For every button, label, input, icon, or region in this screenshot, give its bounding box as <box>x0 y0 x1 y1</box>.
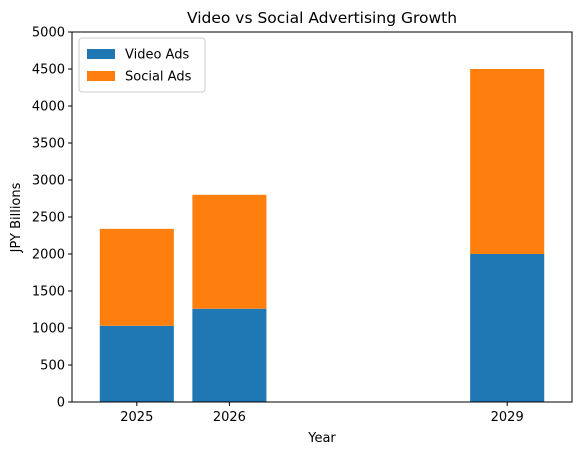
bar-video-ads-2025 <box>100 326 174 402</box>
y-tick-label: 1500 <box>32 285 65 300</box>
y-tick-label: 2000 <box>32 248 65 263</box>
x-tick-label: 2025 <box>120 410 153 425</box>
legend: Video Ads Social Ads <box>79 38 205 92</box>
legend-label-video-ads: Video Ads <box>125 48 189 63</box>
y-tick-label: 0 <box>57 396 65 411</box>
bar-video-ads-2026 <box>192 309 266 402</box>
bar-social-ads-2025 <box>100 229 174 326</box>
y-tick-label: 1000 <box>32 322 65 337</box>
x-tick-label: 2026 <box>213 410 246 425</box>
x-axis-label: Year <box>307 431 336 446</box>
chart-title: Video vs Social Advertising Growth <box>187 9 457 27</box>
legend-swatch-social-ads <box>87 71 115 81</box>
legend-swatch-video-ads <box>87 49 115 59</box>
y-tick-label: 2500 <box>32 211 65 226</box>
y-tick-label: 4000 <box>32 100 65 115</box>
bars-layer <box>100 69 544 402</box>
bar-social-ads-2029 <box>470 69 544 254</box>
y-tick-label: 3000 <box>32 174 65 189</box>
bar-video-ads-2029 <box>470 254 544 402</box>
y-tick-label: 3500 <box>32 137 65 152</box>
legend-label-social-ads: Social Ads <box>125 70 192 85</box>
y-tick-label: 5000 <box>32 26 65 41</box>
x-tick-label: 2029 <box>491 410 524 425</box>
y-tick-label: 500 <box>40 359 65 374</box>
bar-social-ads-2026 <box>192 195 266 309</box>
y-tick-label: 4500 <box>32 63 65 78</box>
y-axis-label: JPY Billions <box>9 182 24 253</box>
